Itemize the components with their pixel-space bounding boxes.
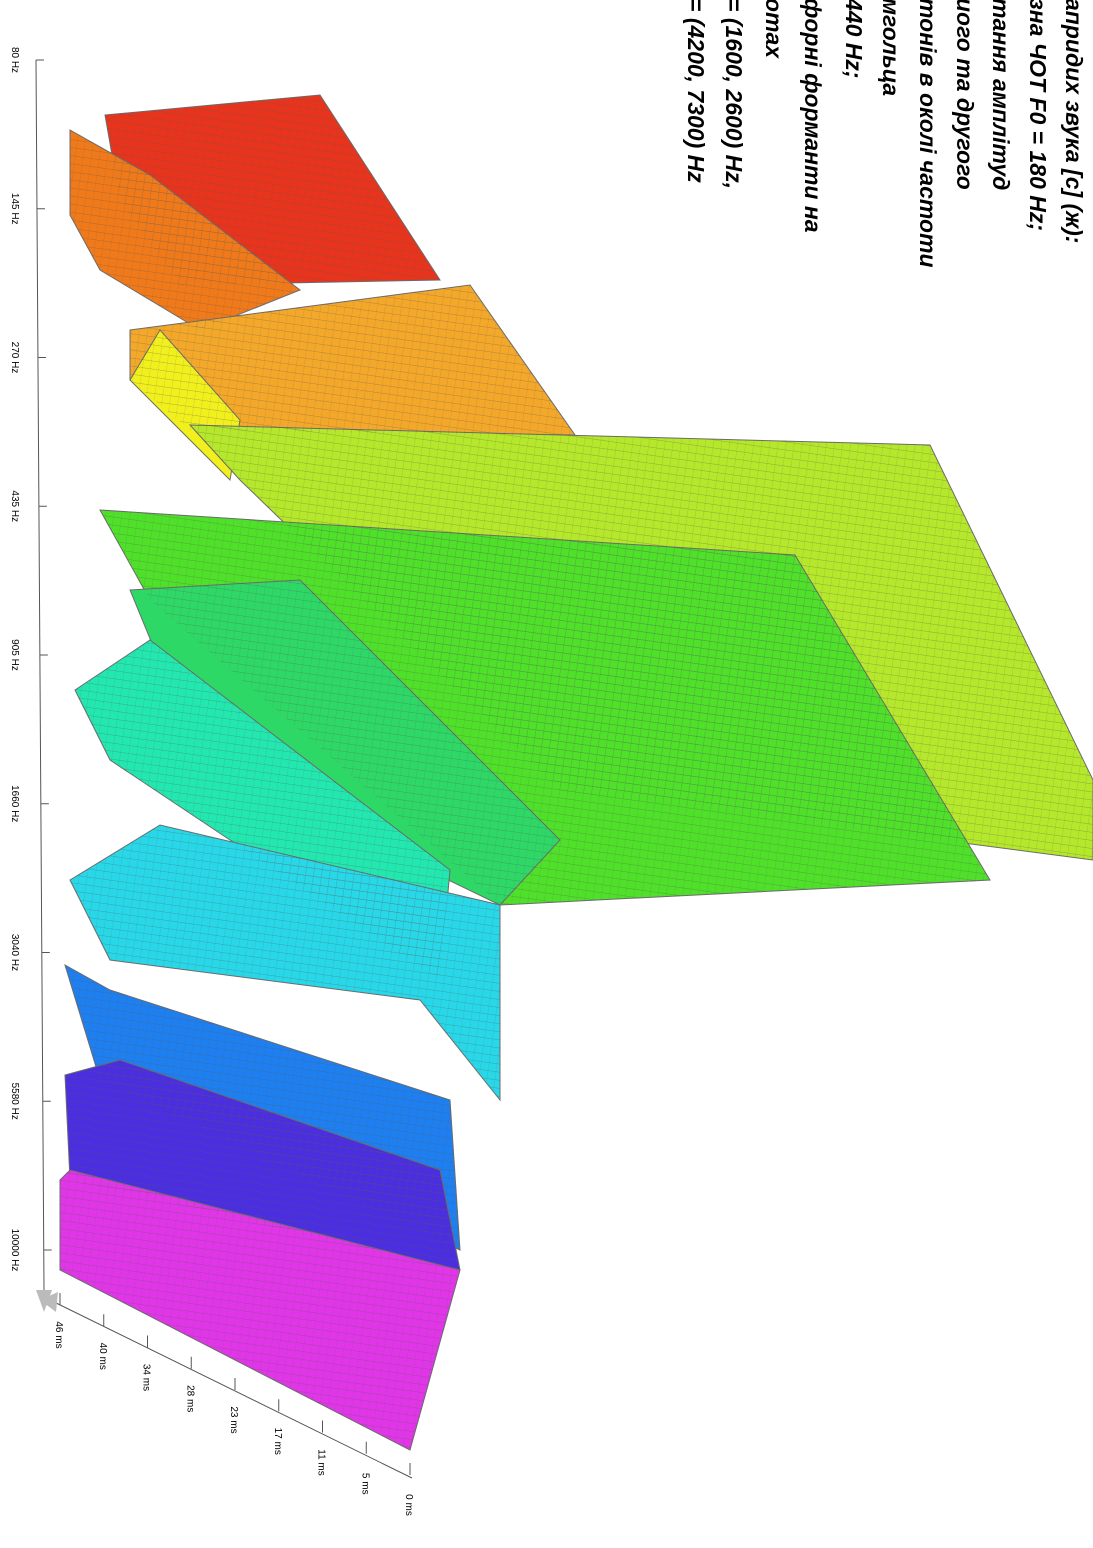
x-tick-label: 905 Hz <box>9 639 20 671</box>
z-tick-label: 17 ms <box>272 1428 283 1455</box>
note-line: 440 Hz; <box>841 0 867 79</box>
x-tick-label: 145 Hz <box>9 193 20 225</box>
x-tick-label: 3040 Hz <box>9 934 20 971</box>
axis-arrow <box>40 1292 58 1312</box>
x-tick-label: 5580 Hz <box>9 1083 20 1120</box>
x-tick-label: 270 Hz <box>9 342 20 374</box>
z-tick-label: 46 ms <box>53 1321 64 1348</box>
note-line: зна ЧОТ F0 = 180 Hz; <box>1025 0 1051 231</box>
z-tick-label: 28 ms <box>184 1385 195 1412</box>
x-tick-label: 80 Hz <box>9 47 20 73</box>
z-tick-label: 40 ms <box>97 1343 108 1370</box>
frequency-axis <box>35 59 45 1291</box>
note-line: форні форманти на <box>800 0 826 233</box>
note-line: иого та другого <box>952 0 978 190</box>
note-line: = (1600, 2600) Hz, <box>721 0 747 189</box>
z-tick-label: 11 ms <box>316 1449 327 1476</box>
z-tick-label: 5 ms <box>359 1473 370 1495</box>
x-tick-label: 10000 Hz <box>9 1229 20 1272</box>
z-tick-label: 23 ms <box>228 1406 239 1433</box>
note-line: = (4200, 7300) Hz <box>683 0 709 183</box>
note-line: апридих звука [с] (ж): <box>1061 0 1087 243</box>
z-tick-label: 0 ms <box>403 1494 414 1516</box>
note-line: тонів в околі частоти <box>915 0 941 268</box>
surface-mesh <box>60 95 1093 1450</box>
z-tick-label: 34 ms <box>141 1364 152 1391</box>
x-tick-label: 1660 Hz <box>9 785 20 822</box>
note-line: мгольца <box>878 0 904 96</box>
x-tick-label: 435 Hz <box>9 490 20 522</box>
note-line: тання амплітуд <box>988 0 1014 190</box>
note-line: omax <box>761 0 787 59</box>
time-axis <box>49 1299 413 1479</box>
